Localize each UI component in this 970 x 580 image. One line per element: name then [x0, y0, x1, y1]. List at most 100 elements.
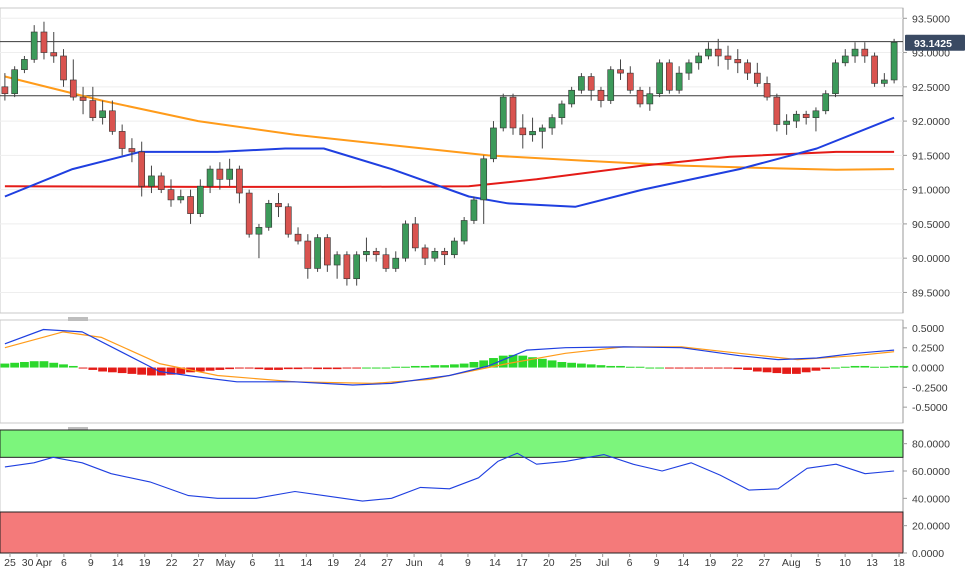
macd-histogram-bar-negative: [322, 367, 332, 370]
candle-up: [568, 89, 575, 105]
price-axis-label: 91.0000: [912, 185, 950, 197]
candle-down: [744, 62, 751, 74]
current-price-label: 93.1425: [914, 38, 952, 50]
candle-down: [236, 168, 243, 194]
candle-down: [157, 175, 165, 190]
macd-histogram-bar-positive: [567, 362, 577, 368]
candle-down: [617, 69, 624, 74]
macd-axis-label: 0.2500: [912, 343, 944, 355]
macd-histogram-bar-negative: [205, 367, 215, 371]
price-axis-label: 89.5000: [912, 287, 950, 299]
macd-histogram-bar-positive: [29, 361, 39, 368]
macd-histogram-bar-negative: [664, 367, 674, 369]
macd-histogram-bar-positive: [831, 367, 840, 369]
candle-up: [783, 120, 790, 125]
macd-histogram-bar-positive: [39, 361, 49, 368]
macd-histogram-bar-positive: [10, 362, 20, 368]
candle-down: [519, 127, 527, 136]
price-axis-label: 91.5000: [912, 150, 950, 162]
candle-up: [705, 48, 712, 57]
x-axis-label: 9: [654, 557, 660, 569]
candle-up: [226, 168, 233, 180]
macd-histogram-bar-positive: [391, 366, 401, 368]
macd-histogram-bar-positive: [459, 363, 469, 368]
macd-histogram-bar-positive: [616, 365, 625, 368]
candle-up: [206, 168, 214, 187]
macd-panel: 0.5000 0.2500 0.0000 -0.2500 -0.5000: [0, 317, 948, 424]
macd-histogram-bar-negative: [342, 367, 352, 369]
x-axis-label: May: [216, 557, 237, 569]
candle-up: [832, 62, 839, 94]
macd-histogram-bar-negative: [713, 367, 723, 369]
macd-histogram-bar-negative: [215, 367, 225, 370]
candle-up: [21, 59, 28, 70]
x-axis-label: 6: [61, 557, 67, 569]
candle-down: [118, 131, 126, 149]
macd-histogram-bar-negative: [332, 367, 342, 370]
macd-histogram-bar-positive: [850, 365, 860, 368]
x-axis-label: 27: [758, 557, 770, 569]
candle-down: [626, 72, 634, 91]
x-axis-label: 19: [327, 557, 339, 569]
candle-down: [187, 196, 194, 214]
candle-up: [656, 62, 663, 94]
candle-down: [382, 254, 390, 269]
macd-histogram-bar-negative: [127, 367, 137, 374]
candle-up: [314, 237, 321, 269]
candle-up: [196, 185, 204, 214]
x-axis-label: 19: [139, 557, 151, 569]
candle-up: [529, 131, 536, 136]
candle-down: [167, 189, 175, 201]
candle-down: [802, 113, 810, 118]
macd-histogram-bar-positive: [635, 366, 645, 368]
candle-down: [763, 83, 771, 98]
macd-histogram-bar-positive: [469, 361, 479, 368]
macd-histogram-bar-positive: [430, 365, 440, 368]
macd-histogram-bar-negative: [283, 367, 293, 370]
candle-up: [333, 254, 341, 266]
macd-histogram-bar-positive: [557, 361, 567, 368]
candle-down: [724, 55, 732, 60]
x-axis-label: 5: [815, 557, 821, 569]
macd-histogram-bar-negative: [254, 367, 264, 370]
x-axis-label: Jun: [406, 557, 423, 569]
candle-up: [793, 113, 800, 122]
candle-down: [421, 247, 429, 259]
macd-histogram-bar-negative: [801, 367, 811, 373]
candle-down: [89, 100, 97, 118]
candle-up: [685, 62, 693, 74]
macd-histogram-bar-negative: [235, 367, 244, 369]
candle-down: [138, 151, 146, 187]
candle-up: [363, 251, 370, 256]
candle-down: [773, 96, 781, 125]
x-axis-label: 6: [250, 557, 256, 569]
x-axis-label: 11: [274, 557, 285, 569]
candle-up: [558, 103, 566, 118]
x-axis-label: 6: [627, 557, 633, 569]
macd-histogram-bar-positive: [889, 365, 899, 368]
current-price-tag: [905, 34, 965, 51]
rsi-overbought-zone: [0, 429, 904, 458]
macd-histogram-bar-negative: [88, 367, 98, 370]
candle-up: [841, 55, 849, 64]
macd-resize-handle: [68, 317, 88, 321]
macd-histogram-bar-positive: [528, 357, 537, 368]
price-axis-label: 93.5000: [912, 13, 950, 25]
macd-histogram-bar-negative: [811, 367, 821, 371]
candle-down: [343, 254, 351, 280]
candle-down: [128, 148, 136, 153]
price-panel: 93.500093.000092.500092.000091.500091.00…: [0, 7, 965, 314]
candle-up: [646, 93, 654, 105]
price-axis-label: 90.5000: [912, 219, 950, 231]
macd-histogram-bar-positive: [645, 367, 655, 369]
x-axis: 25 30 Apr 6 9 14 19 22 27 May 6 11 14 19 24 27 Jun 4 9 14 1…: [4, 553, 905, 569]
macd-histogram-bar-negative: [303, 367, 313, 369]
x-axis-label: 9: [465, 557, 471, 569]
candle-down: [861, 48, 869, 57]
price-axis-label: 92.5000: [912, 82, 950, 94]
macd-histogram-bar-positive: [440, 365, 450, 368]
macd-histogram-bar-negative: [78, 367, 88, 369]
x-axis-label: 14: [112, 557, 124, 569]
candle-up: [353, 254, 360, 280]
